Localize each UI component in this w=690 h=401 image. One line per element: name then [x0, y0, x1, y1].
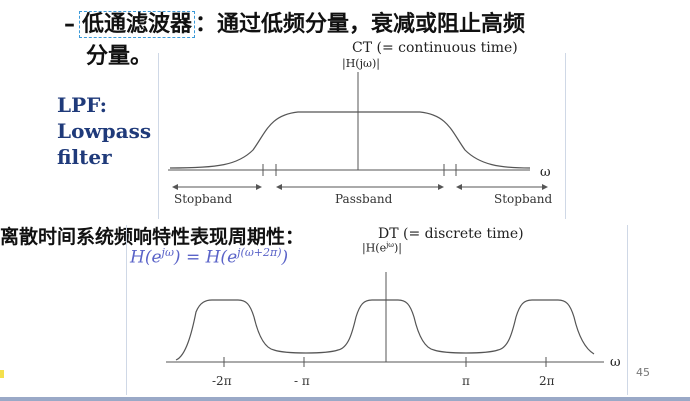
slide-bottom-bar	[0, 397, 690, 401]
ct-band-passband: Passband	[335, 192, 393, 206]
ct-figure-frame	[158, 53, 566, 219]
bullet-line-2: 分量。	[86, 44, 153, 69]
dt-tick-label-neg-pi: - π	[294, 374, 310, 388]
ct-passband-arrowhead-l	[276, 184, 282, 190]
dt-section-heading: 离散时间系统频响特性表现周期性：	[0, 226, 305, 248]
page-number: 45	[636, 366, 650, 379]
dt-x-label: ω	[610, 355, 621, 370]
ct-stopband-right-arrowhead-r	[542, 184, 548, 190]
ct-stopband-left-arrowhead-l	[172, 184, 178, 190]
dt-figure-ylabel: |H(ejω)|	[362, 241, 402, 255]
ct-stopband-left-arrowhead-r	[256, 184, 262, 190]
lpf-abbrev: LPF:	[57, 93, 107, 117]
bullet-dash: –	[64, 12, 75, 37]
dt-tick-label-pi: π	[462, 374, 470, 388]
lpf-word-2: filter	[57, 145, 112, 169]
ct-figure: ω Stopband Passband Stopband	[168, 72, 553, 206]
ct-figure-ylabel: |H(jω)|	[342, 57, 380, 70]
term-lowpass-filter[interactable]: 低通滤波器	[79, 11, 196, 38]
ct-lowpass-curve	[169, 111, 531, 169]
ct-figure-title: CT (= continuous time)	[352, 40, 518, 56]
dt-figure-frame	[126, 225, 628, 395]
ct-stopband-right-arrowhead-l	[456, 184, 462, 190]
ct-band-stopband-left: Stopband	[174, 192, 233, 206]
slide-marker	[0, 370, 4, 378]
dt-tick-label-neg-2pi: -2π	[212, 374, 232, 388]
ct-x-label: ω	[540, 165, 551, 180]
dt-tick-label-2pi: 2π	[539, 374, 555, 388]
dt-periodic-curve	[175, 299, 595, 361]
lpf-label: LPF: Lowpass filter	[57, 92, 151, 170]
bullet-line-1: – 低通滤波器 ：通过低频分量，衰减或阻止高频	[64, 6, 525, 38]
ct-band-stopband-right: Stopband	[494, 192, 553, 206]
dt-figure: ω -2π - π π 2π	[166, 272, 621, 388]
dt-figure-title: DT (= discrete time)	[378, 226, 524, 242]
lpf-word-1: Lowpass	[57, 119, 152, 143]
periodicity-formula: H(ejω) = H(ej(ω+2π))	[130, 246, 289, 268]
ct-passband-arrowhead-r	[438, 184, 444, 190]
definition-text: ：通过低频分量，衰减或阻止高频	[195, 12, 526, 37]
